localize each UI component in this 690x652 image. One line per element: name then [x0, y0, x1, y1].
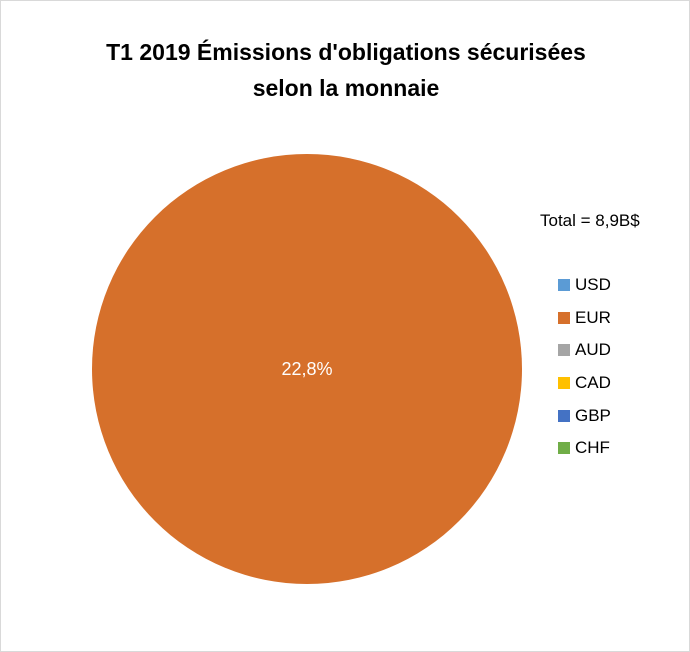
data-label-eur: 22,8% — [281, 359, 332, 379]
legend-label-gbp: GBP — [575, 405, 611, 425]
legend-label-aud: AUD — [575, 340, 611, 360]
legend-label-eur: EUR — [575, 307, 611, 327]
chart-title-line-2: selon la monnaie — [252, 75, 440, 101]
legend-label-cad: CAD — [575, 373, 611, 393]
total-label: Total = 8,9B$ — [540, 211, 640, 230]
pie-data-labels: 22,8% — [281, 359, 332, 379]
legend-item-chf: CHF — [558, 432, 611, 465]
legend: USD EUR AUD CAD GBP CHF — [558, 269, 611, 465]
legend-swatch-cad — [558, 377, 570, 390]
chart-title-line-1: T1 2019 Émissions d'obligations sécurisé… — [106, 39, 586, 65]
legend-swatch-aud — [558, 344, 570, 357]
pie-slice-eur — [92, 154, 522, 584]
legend-label-chf: CHF — [575, 438, 610, 458]
pie-slices — [92, 154, 522, 584]
legend-swatch-eur — [558, 311, 570, 324]
legend-swatch-usd — [558, 279, 570, 292]
legend-item-usd: USD — [558, 269, 611, 302]
legend-item-gbp: GBP — [558, 399, 611, 432]
legend-swatch-gbp — [558, 409, 570, 422]
legend-item-aud: AUD — [558, 334, 611, 367]
legend-item-eur: EUR — [558, 302, 611, 335]
legend-label-usd: USD — [575, 275, 611, 295]
legend-swatch-chf — [558, 442, 570, 455]
legend-item-cad: CAD — [558, 367, 611, 400]
chart-title: T1 2019 Émissions d'obligations sécurisé… — [41, 34, 651, 106]
